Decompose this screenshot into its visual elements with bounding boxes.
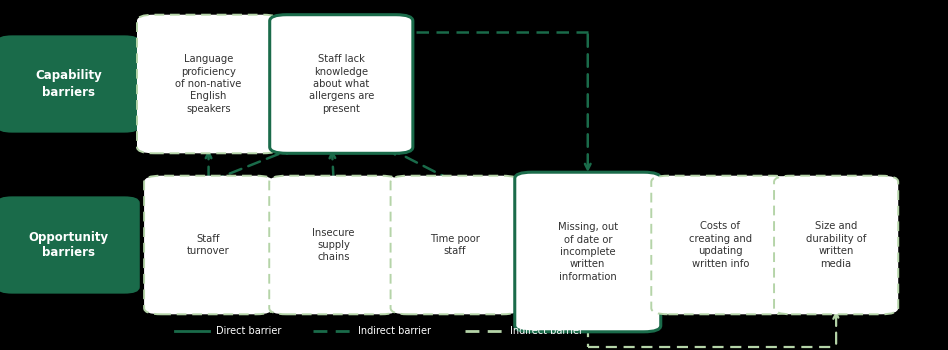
FancyBboxPatch shape bbox=[515, 172, 661, 332]
FancyBboxPatch shape bbox=[269, 176, 398, 314]
Text: Indirect barrier: Indirect barrier bbox=[510, 326, 583, 336]
Text: Staff lack
knowledge
about what
allergens are
present: Staff lack knowledge about what allergen… bbox=[309, 54, 374, 114]
Text: Time poor
staff: Time poor staff bbox=[430, 234, 480, 256]
FancyBboxPatch shape bbox=[144, 176, 273, 314]
Text: Language
proficiency
of non-native
English
speakers: Language proficiency of non-native Engli… bbox=[175, 54, 242, 114]
FancyBboxPatch shape bbox=[774, 176, 898, 314]
FancyBboxPatch shape bbox=[0, 37, 138, 131]
FancyBboxPatch shape bbox=[269, 15, 412, 153]
Text: Costs of
creating and
updating
written info: Costs of creating and updating written i… bbox=[689, 222, 752, 268]
Text: Direct barrier: Direct barrier bbox=[216, 326, 282, 336]
FancyBboxPatch shape bbox=[137, 15, 280, 153]
Text: Indirect barrier: Indirect barrier bbox=[358, 326, 431, 336]
Text: Staff
turnover: Staff turnover bbox=[187, 234, 230, 256]
FancyBboxPatch shape bbox=[0, 198, 138, 292]
FancyBboxPatch shape bbox=[651, 176, 790, 314]
Text: Opportunity
barriers: Opportunity barriers bbox=[28, 231, 108, 259]
Text: Size and
durability of
written
media: Size and durability of written media bbox=[806, 222, 866, 268]
Text: Missing, out
of date or
incomplete
written
information: Missing, out of date or incomplete writt… bbox=[557, 222, 618, 282]
Text: Insecure
supply
chains: Insecure supply chains bbox=[313, 228, 355, 262]
FancyBboxPatch shape bbox=[391, 176, 520, 314]
Text: Capability
barriers: Capability barriers bbox=[35, 70, 101, 98]
